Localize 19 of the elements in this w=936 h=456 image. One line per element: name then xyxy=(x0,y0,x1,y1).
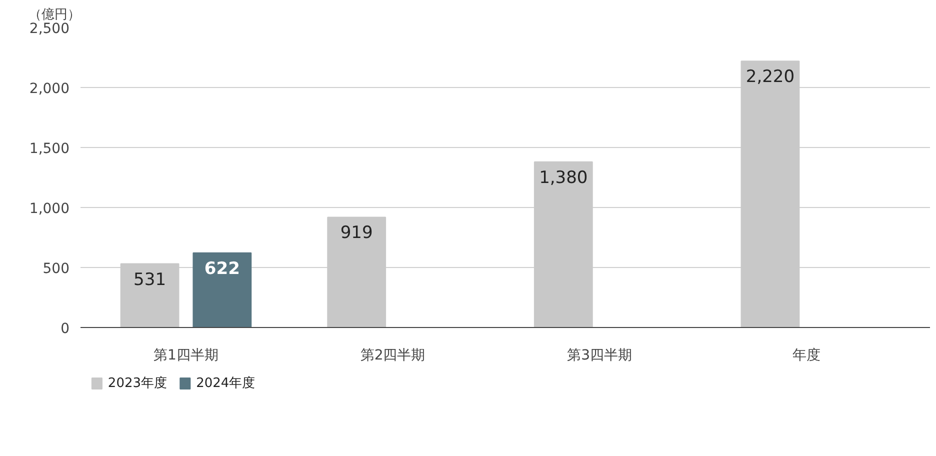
bar xyxy=(192,252,252,328)
y-tick-label: 0 xyxy=(60,321,70,337)
data-label: 919 xyxy=(340,223,373,244)
y-tick-label: 2,500 xyxy=(29,21,70,37)
y-tick-label: 2,000 xyxy=(29,81,70,97)
data-label: 622 xyxy=(204,258,240,279)
y-tick-label: 1,500 xyxy=(29,141,70,157)
x-tick-label: 年度 xyxy=(792,348,820,364)
y-tick-label: 1,000 xyxy=(29,201,70,217)
y-axis-title: （億円） xyxy=(28,8,80,22)
data-label: 531 xyxy=(134,270,166,290)
x-tick-label: 第1四半期 xyxy=(154,348,218,364)
data-label: 1,380 xyxy=(539,168,588,188)
legend-label: 2024年度 xyxy=(196,375,256,391)
y-tick-label: 500 xyxy=(42,261,70,277)
data-label: 2,220 xyxy=(746,67,795,88)
legend-label: 2023年度 xyxy=(108,375,168,391)
x-tick-label: 第3四半期 xyxy=(567,348,632,364)
x-tick-label: 第2四半期 xyxy=(360,348,426,364)
